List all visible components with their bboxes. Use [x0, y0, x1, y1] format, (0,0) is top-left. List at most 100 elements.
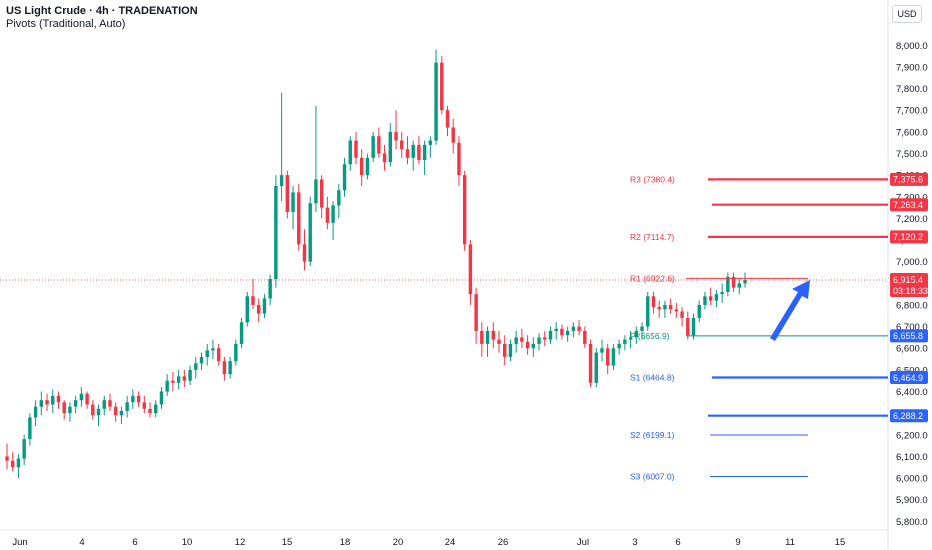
candle-body: [520, 337, 524, 342]
candle: [554, 322, 558, 340]
candle-body: [182, 376, 187, 381]
candle: [503, 335, 507, 366]
candle: [182, 369, 187, 388]
candle: [297, 183, 301, 251]
candle: [136, 391, 141, 407]
candle-body: [628, 337, 633, 340]
candle-body: [222, 361, 227, 375]
candle-body: [125, 402, 129, 411]
candle-body: [617, 343, 621, 349]
time-tick-label: 12: [235, 537, 246, 548]
candle-body: [611, 348, 616, 366]
time-tick-label: 3: [632, 537, 637, 548]
price-tag-label: 6,464.9: [893, 373, 923, 383]
candle: [737, 279, 741, 295]
time-tick-label: 18: [340, 537, 351, 548]
price-tick-label: 5,800.0: [896, 517, 928, 528]
candle: [634, 326, 639, 344]
candle: [68, 402, 72, 422]
candle-body: [331, 205, 335, 223]
candle: [583, 326, 587, 349]
price-tag-bg: [890, 409, 928, 423]
candle: [451, 118, 455, 154]
candle: [703, 291, 707, 310]
chart-grid: [0, 0, 889, 550]
candle-body: [268, 279, 272, 299]
candle: [314, 105, 318, 212]
candle-body: [377, 136, 381, 154]
currency-button[interactable]: USD: [892, 5, 922, 23]
candle: [194, 356, 198, 379]
candle-body: [136, 395, 141, 403]
price-tag: 6,655.8: [890, 329, 928, 343]
candle: [600, 339, 604, 362]
price-tick-label: 6,800.0: [896, 300, 928, 311]
candle: [520, 328, 524, 349]
candle-body: [474, 294, 478, 331]
candle-body: [257, 304, 261, 314]
price-tick-label: 7,300.0: [896, 192, 928, 203]
candle: [382, 144, 387, 171]
pivot-levels-layer: R3 (7380.4) R2 (7114.7) R1 (6922.6) P (6656…: [0, 174, 888, 482]
candle-body: [102, 400, 106, 409]
candle: [85, 391, 89, 409]
time-tick-label: 15: [835, 537, 846, 548]
candle-body: [211, 348, 215, 351]
candle-body: [62, 402, 66, 414]
candle: [279, 92, 284, 202]
candle-body: [434, 62, 438, 141]
candle-body: [508, 343, 513, 357]
candle: [405, 136, 410, 165]
candle-body: [400, 140, 404, 150]
symbol-title[interactable]: US Light Crude · 4h · TRADENATION: [6, 5, 198, 17]
candle: [205, 343, 209, 366]
candle: [537, 333, 541, 351]
time-axis[interactable]: Jun 4 6 10 12 15 18 20 24 26 Jul 3 6 9 11 15: [12, 537, 845, 548]
current-price-tag: 6,915.403:18:33: [890, 272, 928, 297]
candle: [171, 372, 175, 392]
price-tag: 7,375.6: [890, 172, 928, 186]
candle: [462, 170, 467, 251]
indicator-label[interactable]: Pivots (Traditional, Auto): [6, 18, 126, 30]
candle-body: [583, 330, 587, 344]
arrow-annotation[interactable]: [770, 280, 810, 341]
candle: [308, 196, 312, 267]
candle-body: [279, 175, 284, 186]
candle-body: [457, 142, 461, 176]
candle-body: [113, 406, 118, 416]
candle: [565, 326, 570, 342]
candle-body: [45, 400, 49, 405]
candle-body: [697, 304, 701, 318]
candle: [691, 313, 696, 340]
candle-body: [663, 304, 667, 310]
candle-body: [428, 140, 433, 145]
candle: [176, 369, 181, 390]
candle: [674, 302, 679, 318]
candle: [5, 443, 9, 470]
pivot-level-label: S2 (6199.1): [630, 430, 675, 440]
price-tag-label: 7,120.2: [893, 232, 923, 242]
candle-body: [440, 62, 444, 111]
candle-body: [600, 348, 604, 353]
candle: [96, 404, 101, 427]
candle: [525, 335, 530, 355]
price-tag-bg: [890, 198, 928, 212]
candle: [108, 393, 112, 411]
candle-body: [560, 328, 564, 336]
time-tick-label: 6: [132, 537, 137, 548]
candle: [239, 317, 244, 349]
candle-body: [79, 393, 84, 401]
candle: [142, 395, 147, 414]
time-tick-label: 11: [785, 537, 795, 548]
candle: [371, 131, 375, 163]
candle: [79, 387, 84, 407]
candle: [497, 330, 501, 353]
candle: [617, 339, 621, 355]
candle-body: [291, 192, 295, 212]
candle-body: [154, 404, 158, 414]
candle: [646, 291, 650, 331]
candle: [73, 395, 78, 414]
candle-body: [239, 322, 244, 344]
candle: [285, 170, 290, 219]
